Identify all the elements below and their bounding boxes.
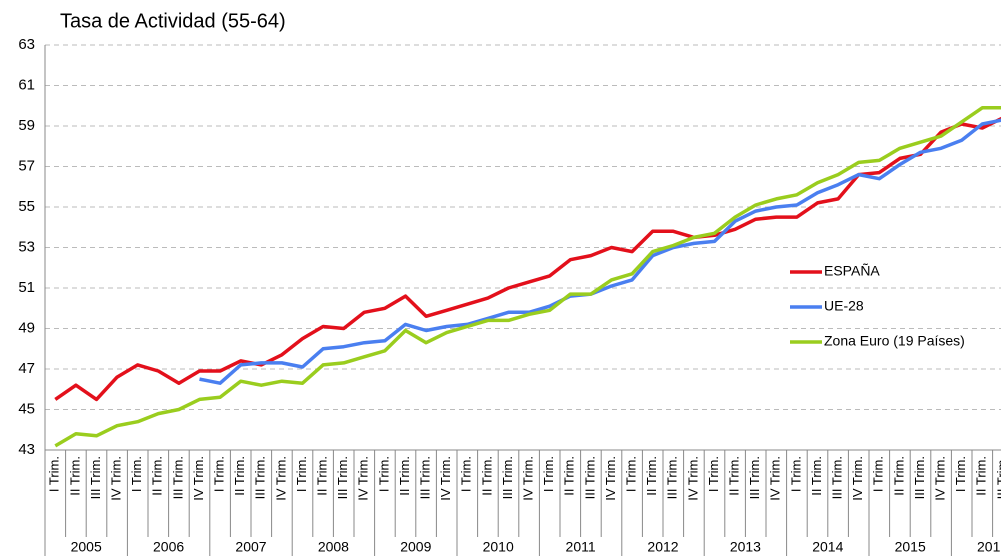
x-tick-label: III Trim. [582, 456, 597, 499]
y-tick-label: 55 [18, 198, 35, 215]
year-label: 2011 [566, 539, 596, 555]
legend-label: UE-28 [824, 298, 864, 314]
x-tick-label: IV Trim. [933, 456, 948, 501]
x-tick-label: I Trim. [788, 456, 803, 492]
x-tick-label: III Trim. [830, 456, 845, 499]
y-tick-label: 61 [18, 76, 35, 93]
x-tick-label: I Trim. [47, 456, 62, 492]
x-tick-label: III Trim. [500, 456, 515, 499]
series-line [199, 118, 1001, 385]
x-tick-label: II Trim. [150, 456, 165, 496]
x-tick-label: III Trim. [994, 456, 1001, 499]
year-label: 2016 [977, 539, 1001, 555]
y-tick-label: 53 [18, 238, 35, 255]
y-tick-label: 45 [18, 400, 35, 417]
x-tick-label: III Trim. [170, 456, 185, 499]
legend-label: Zona Euro (19 Países) [824, 333, 965, 349]
x-tick-label: III Trim. [747, 456, 762, 499]
x-tick-label: IV Trim. [191, 456, 206, 501]
x-tick-label: IV Trim. [685, 456, 700, 501]
series-line [54, 116, 1001, 402]
x-tick-label: III Trim. [88, 456, 103, 499]
y-tick-label: 51 [18, 279, 35, 296]
y-tick-label: 59 [18, 117, 35, 134]
x-tick-label: IV Trim. [521, 456, 536, 501]
x-tick-label: III Trim. [665, 456, 680, 499]
x-tick-label: I Trim. [706, 456, 721, 492]
x-tick-label: IV Trim. [356, 456, 371, 501]
year-label: 2006 [153, 539, 184, 555]
x-tick-label: II Trim. [809, 456, 824, 496]
x-tick-label: I Trim. [212, 456, 227, 492]
x-tick-label: IV Trim. [273, 456, 288, 501]
x-tick-label: II Trim. [562, 456, 577, 496]
x-tick-label: I Trim. [624, 456, 639, 492]
y-tick-label: 49 [18, 319, 35, 336]
x-tick-label: II Trim. [232, 456, 247, 496]
year-label: 2012 [647, 539, 678, 555]
x-tick-label: I Trim. [953, 456, 968, 492]
x-tick-label: I Trim. [871, 456, 886, 492]
x-tick-label: II Trim. [479, 456, 494, 496]
legend-label: ESPAÑA [824, 263, 880, 279]
x-tick-label: II Trim. [67, 456, 82, 496]
x-tick-label: II Trim. [315, 456, 330, 496]
x-tick-label: III Trim. [253, 456, 268, 499]
x-tick-label: IV Trim. [109, 456, 124, 501]
x-tick-label: I Trim. [459, 456, 474, 492]
x-tick-label: I Trim. [541, 456, 556, 492]
x-tick-label: III Trim. [335, 456, 350, 499]
x-tick-label: II Trim. [397, 456, 412, 496]
year-label: 2009 [400, 539, 431, 555]
year-label: 2008 [318, 539, 349, 555]
x-tick-label: IV Trim. [768, 456, 783, 501]
x-tick-label: II Trim. [891, 456, 906, 496]
x-tick-label: I Trim. [376, 456, 391, 492]
x-tick-label: II Trim. [974, 456, 989, 496]
x-tick-label: IV Trim. [438, 456, 453, 501]
series-line [54, 106, 1001, 448]
y-tick-label: 47 [18, 360, 35, 377]
year-label: 2007 [235, 539, 266, 555]
year-label: 2015 [895, 539, 926, 555]
x-tick-label: IV Trim. [850, 456, 865, 501]
y-tick-label: 63 [18, 36, 35, 53]
chart-title: Tasa de Actividad (55-64) [60, 10, 286, 32]
x-tick-label: IV Trim. [603, 456, 618, 501]
y-tick-label: 57 [18, 157, 35, 174]
y-tick-label: 43 [18, 441, 35, 458]
year-label: 2013 [730, 539, 761, 555]
year-label: 2014 [812, 539, 843, 555]
x-tick-label: II Trim. [644, 456, 659, 496]
x-tick-label: III Trim. [418, 456, 433, 499]
year-label: 2010 [483, 539, 514, 555]
x-tick-label: III Trim. [912, 456, 927, 499]
x-tick-label: I Trim. [294, 456, 309, 492]
x-tick-label: II Trim. [727, 456, 742, 496]
year-label: 2005 [71, 539, 102, 555]
x-tick-label: I Trim. [129, 456, 144, 492]
